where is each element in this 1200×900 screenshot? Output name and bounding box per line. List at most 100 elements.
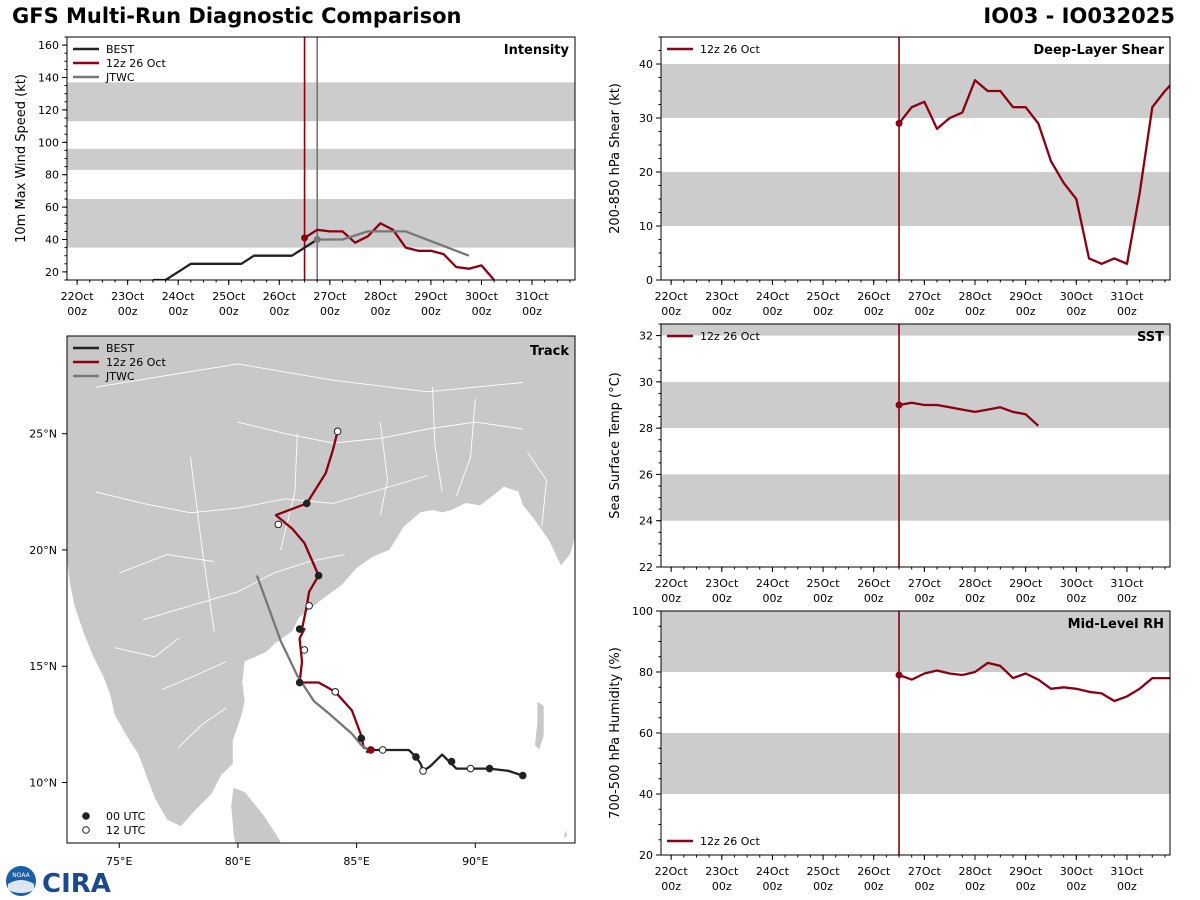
track-marker-00utc [518, 771, 527, 780]
page-title: GFS Multi-Run Diagnostic Comparison [12, 4, 462, 28]
rh-panel: 20 40 60 80 100 22Oct 00z 23Oct 00z 24Oct 00z 25Oct… [608, 605, 1171, 893]
category-band [67, 82, 575, 122]
track-marker-00utc [485, 764, 494, 773]
track-marker-12utc [466, 764, 475, 773]
init-marker [895, 119, 903, 127]
panel-title: Deep-Layer Shear [1033, 43, 1164, 58]
lon-tick-label: 75°E [106, 855, 132, 868]
legend-label: 12z 26 Oct [106, 57, 166, 70]
plot-frame [660, 323, 1171, 568]
y-tick-label: 100 [632, 605, 653, 618]
y-tick-label: 160 [38, 39, 59, 52]
init-marker [895, 401, 903, 409]
track-line-jtwc [255, 575, 370, 751]
sri-lanka [230, 786, 282, 843]
x-tick-label: 24Oct [756, 290, 790, 303]
legend-label: 12z 26 Oct [700, 43, 760, 56]
y-tick-label: 26 [639, 468, 653, 481]
y-tick-label: 20 [639, 849, 653, 862]
category-band [661, 733, 1170, 794]
y-tick-label: 40 [45, 234, 59, 247]
init-marker [367, 746, 375, 754]
x-tick-label: 28Oct [958, 290, 992, 303]
panel-title: Track [530, 344, 569, 359]
y-tick-label: 80 [639, 666, 653, 679]
legend-label: 12z 26 Oct [106, 356, 166, 369]
series-line-gfs [898, 79, 1170, 265]
series-line-gfs [303, 222, 495, 280]
legend-label: BEST [106, 43, 134, 56]
track-marker-12utc [274, 520, 283, 529]
marker-legend-label: 12 UTC [106, 824, 146, 837]
y-tick-label: 20 [45, 266, 59, 279]
lat-tick-label: 15°N [29, 660, 57, 673]
state-border [432, 387, 443, 492]
landmass [67, 336, 575, 828]
x-tick-label: 23Oct [111, 290, 145, 303]
category-band [661, 474, 1170, 521]
x-tick-label: 29Oct [1009, 577, 1043, 590]
x-tick-label-hour: 00z [219, 305, 239, 318]
x-tick-label: 28Oct [958, 865, 992, 878]
lon-tick-label: 90°E [462, 855, 488, 868]
state-border [95, 363, 523, 393]
marker-legend-symbol [82, 812, 90, 820]
track-marker-00utc [314, 571, 323, 580]
state-border [119, 554, 215, 574]
track-panel: 75°E 80°E 85°E 90°E 10°N 15°N 20°N 25°N Track BES… [29, 335, 576, 868]
state-border [178, 707, 227, 748]
category-band [661, 611, 1170, 672]
state-border [455, 398, 476, 497]
noaa-badge-text: NOAA [12, 872, 30, 879]
legend-label: JTWC [105, 71, 135, 84]
x-tick-label-hour: 00z [712, 305, 732, 318]
jtwc-marker [313, 236, 321, 243]
x-tick-label-hour: 00z [763, 592, 783, 605]
legend-label: BEST [106, 342, 134, 355]
x-tick-label-hour: 00z [1117, 305, 1137, 318]
x-tick-label-hour: 00z [1066, 880, 1086, 893]
y-tick-label: 60 [639, 727, 653, 740]
y-tick-label: 140 [38, 72, 59, 85]
x-tick-label-hour: 00z [421, 305, 441, 318]
andaman-islands [534, 700, 545, 751]
x-tick-label: 23Oct [705, 290, 739, 303]
state-border [161, 661, 227, 690]
plot-area [661, 611, 1170, 855]
plot-area [67, 37, 575, 280]
series-line-best [152, 238, 318, 280]
state-border [95, 475, 428, 514]
x-tick-label-hour: 00z [864, 592, 884, 605]
x-tick-label-hour: 00z [661, 305, 681, 318]
lat-tick-label: 10°N [29, 777, 57, 790]
lon-tick-label: 85°E [343, 855, 369, 868]
x-tick-label: 25Oct [807, 577, 841, 590]
x-tick-label: 24Oct [162, 290, 196, 303]
x-tick-label-hour: 00z [118, 305, 138, 318]
x-tick-label-hour: 00z [1117, 880, 1137, 893]
y-tick-label: 32 [639, 330, 653, 343]
x-tick-label: 30Oct [1060, 577, 1094, 590]
x-tick-label-hour: 00z [1066, 592, 1086, 605]
lat-tick-label: 25°N [29, 428, 57, 441]
panel-title: SST [1137, 330, 1164, 345]
x-tick-label-hour: 00z [320, 305, 340, 318]
x-tick-label: 29Oct [1009, 865, 1043, 878]
x-tick-label: 25Oct [807, 865, 841, 878]
x-tick-label: 22Oct [61, 290, 95, 303]
x-tick-label: 22Oct [655, 577, 689, 590]
init-marker [895, 671, 903, 679]
x-tick-label-hour: 00z [763, 880, 783, 893]
track-marker-00utc [295, 678, 304, 687]
x-tick-label: 23Oct [705, 577, 739, 590]
track-marker-00utc [295, 625, 304, 633]
x-tick-label-hour: 00z [965, 305, 985, 318]
series-line-jtwc [317, 230, 470, 257]
storm-id: IO03 - IO032025 [983, 4, 1175, 28]
x-tick-label-hour: 00z [1117, 592, 1137, 605]
state-border [237, 421, 523, 444]
x-tick-label-hour: 00z [965, 592, 985, 605]
x-tick-label-hour: 00z [914, 592, 934, 605]
x-tick-label: 28Oct [958, 577, 992, 590]
